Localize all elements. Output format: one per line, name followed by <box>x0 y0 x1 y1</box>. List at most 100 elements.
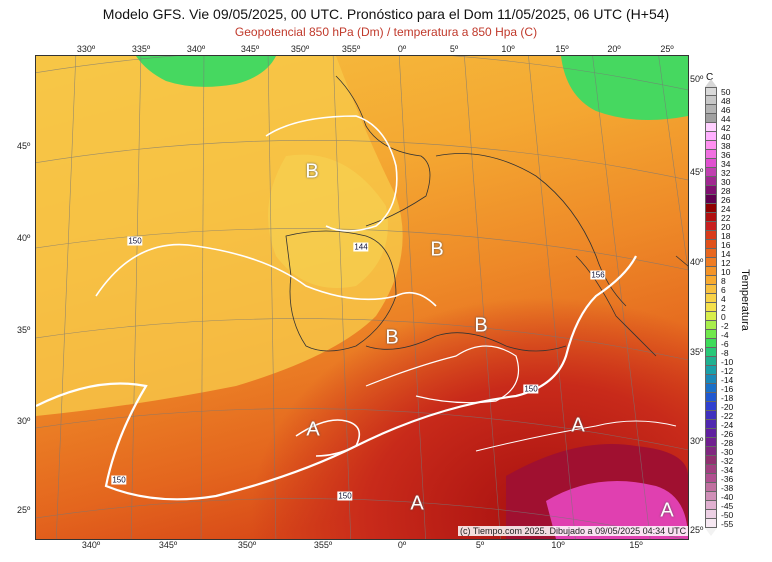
colorbar-label: 8 <box>721 275 726 286</box>
colorbar-swatch <box>705 348 717 357</box>
colorbar-swatch <box>705 249 717 258</box>
colorbar-label: 34 <box>721 158 731 169</box>
colorbar-label: 14 <box>721 248 731 259</box>
colorbar-label: -18 <box>721 392 734 403</box>
colorbar-label: -8 <box>721 347 729 358</box>
top-lon-tick: 5º <box>449 44 459 54</box>
high-pressure-center: A <box>660 499 674 522</box>
low-pressure-center: B <box>430 238 444 261</box>
colorbar-label: 36 <box>721 149 731 160</box>
left-lat-tick: 45º <box>17 141 31 151</box>
colorbar-label: 12 <box>721 257 731 268</box>
colorbar-swatch <box>705 186 717 195</box>
top-lon-tick: 15º <box>555 44 569 54</box>
contour-label: 144 <box>353 242 369 252</box>
high-pressure-center: A <box>306 418 320 441</box>
colorbar-swatch <box>705 276 717 285</box>
colorbar-swatch <box>705 177 717 186</box>
colorbar-label: -12 <box>721 365 734 376</box>
colorbar-swatch <box>705 465 717 474</box>
colorbar-swatch <box>705 159 717 168</box>
right-lat-tick: 30º <box>690 436 704 446</box>
colorbar-label: 42 <box>721 122 731 133</box>
top-lon-tick: 10º <box>501 44 515 54</box>
colorbar-label: -4 <box>721 329 729 340</box>
low-pressure-center: B <box>305 160 319 183</box>
colorbar-swatch <box>705 429 717 438</box>
colorbar-label: -36 <box>721 473 734 484</box>
colorbar-swatch <box>705 411 717 420</box>
colorbar-label: 28 <box>721 185 731 196</box>
colorbar-swatch <box>705 123 717 132</box>
contour-label: 150 <box>111 475 127 485</box>
colorbar-label: -55 <box>721 518 734 529</box>
colorbar-label: 30 <box>721 176 731 187</box>
colorbar-swatch <box>705 375 717 384</box>
colorbar-swatch <box>705 492 717 501</box>
top-lon-tick: 340º <box>186 44 206 54</box>
right-lat-tick: 25º <box>690 525 704 535</box>
colorbar-label: -45 <box>721 500 734 511</box>
colorbar-label: 16 <box>721 239 731 250</box>
colorbar-swatch <box>705 258 717 267</box>
colorbar-swatch <box>705 447 717 456</box>
colorbar-swatch <box>705 168 717 177</box>
colorbar-swatch <box>705 114 717 123</box>
colorbar-swatch <box>705 132 717 141</box>
contour-label: 156 <box>590 270 606 280</box>
top-lon-tick: 335º <box>131 44 151 54</box>
colorbar-label: -30 <box>721 446 734 457</box>
colorbar-swatch <box>705 204 717 213</box>
colorbar <box>705 87 717 528</box>
colorbar-label: -14 <box>721 374 734 385</box>
colorbar-label: -32 <box>721 455 734 466</box>
colorbar-swatch <box>705 366 717 375</box>
top-lon-tick: 345º <box>240 44 260 54</box>
colorbar-swatch <box>705 402 717 411</box>
colorbar-swatch <box>705 438 717 447</box>
right-lat-tick: 35º <box>690 347 704 357</box>
colorbar-bottom-arrow <box>705 528 717 536</box>
bottom-lon-tick: 355º <box>313 540 333 550</box>
left-lat-tick: 25º <box>17 505 31 515</box>
colorbar-swatch <box>705 420 717 429</box>
contour-label: 150 <box>127 236 143 246</box>
colorbar-label: -26 <box>721 428 734 439</box>
colorbar-unit: C <box>706 72 714 83</box>
colorbar-title: Temperatura <box>739 269 751 331</box>
colorbar-swatch <box>705 87 717 96</box>
top-lon-tick: 25º <box>660 44 674 54</box>
high-pressure-center: A <box>571 414 585 437</box>
colorbar-swatch <box>705 222 717 231</box>
contour-label: 150 <box>337 491 353 501</box>
bottom-lon-tick: 5º <box>475 540 485 550</box>
colorbar-label: 20 <box>721 221 731 232</box>
colorbar-swatch <box>705 474 717 483</box>
bottom-lon-tick: 350º <box>237 540 257 550</box>
colorbar-label: 48 <box>721 95 731 106</box>
colorbar-swatch <box>705 105 717 114</box>
colorbar-swatch <box>705 96 717 105</box>
high-pressure-center: A <box>410 492 424 515</box>
colorbar-swatch <box>705 303 717 312</box>
bottom-lon-tick: 10º <box>551 540 565 550</box>
map-title: Modelo GFS. Vie 09/05/2025, 00 UTC. Pron… <box>102 6 670 22</box>
isohypses <box>36 115 677 501</box>
colorbar-label: 18 <box>721 230 731 241</box>
top-lon-tick: 330º <box>76 44 96 54</box>
top-lon-tick: 0º <box>397 44 407 54</box>
bottom-lon-tick: 345º <box>158 540 178 550</box>
colorbar-label: 10 <box>721 266 731 277</box>
colorbar-swatch <box>705 519 717 528</box>
low-pressure-center: B <box>474 314 488 337</box>
extreme-hot-zone <box>546 481 688 539</box>
colorbar-swatch <box>705 456 717 465</box>
bottom-lon-tick: 0º <box>397 540 407 550</box>
weather-map <box>35 55 689 540</box>
colorbar-swatch <box>705 483 717 492</box>
colorbar-label: 46 <box>721 104 731 115</box>
left-lat-tick: 40º <box>17 233 31 243</box>
colorbar-swatch <box>705 330 717 339</box>
colorbar-label: 26 <box>721 194 731 205</box>
colorbar-label: -16 <box>721 383 734 394</box>
